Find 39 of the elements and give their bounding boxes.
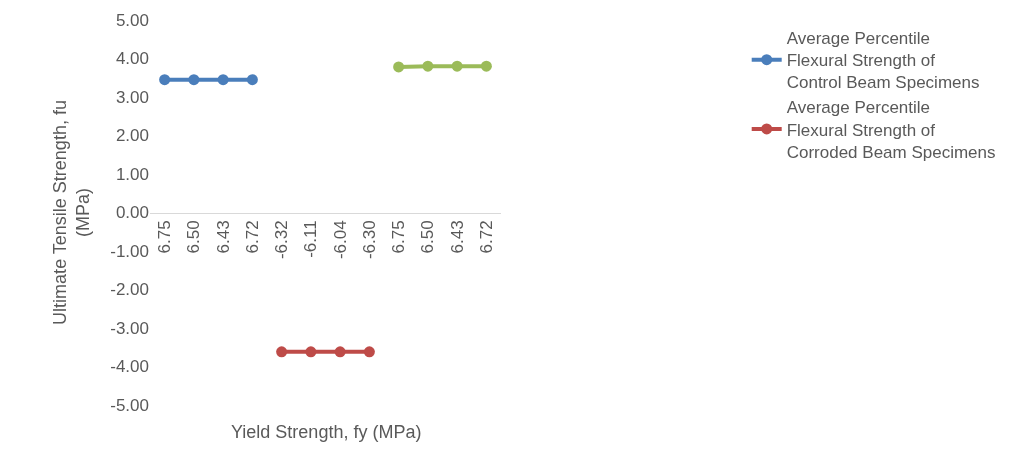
y-tick-label: -2.00 bbox=[110, 280, 149, 300]
x-tick-label: 6.75 bbox=[155, 220, 175, 254]
y-tick-label: 5.00 bbox=[115, 10, 149, 30]
point bbox=[159, 74, 171, 86]
point bbox=[305, 346, 317, 358]
point bbox=[451, 60, 463, 72]
point bbox=[422, 60, 434, 72]
point bbox=[276, 346, 288, 358]
x-tick-label: 6.43 bbox=[447, 220, 467, 254]
point bbox=[188, 74, 200, 86]
y-tick-label: -1.00 bbox=[110, 241, 149, 261]
legend-label: Average Percentile Flexural Strength of Control Beam Specimens bbox=[786, 29, 980, 93]
x-tick-label: 6.72 bbox=[242, 220, 262, 254]
y-tick-label: -5.00 bbox=[110, 395, 149, 415]
legend-label: Average Percentile Flexural Strength of Corroded Beam Specimens bbox=[786, 98, 996, 162]
x-axis-title: Yield Strength, fy (MPa) bbox=[231, 422, 422, 442]
y-tick-label: -4.00 bbox=[110, 357, 149, 377]
x-tick-label: -6.11 bbox=[301, 220, 321, 258]
x-tick-label: 6.43 bbox=[213, 220, 233, 254]
y-tick-label: -3.00 bbox=[110, 318, 149, 338]
point bbox=[246, 74, 258, 86]
y-axis-title: Ultimate Tensile Strength, fu (MPa) bbox=[50, 100, 94, 325]
y-tick-label: 0.00 bbox=[115, 203, 149, 223]
y-tick-label: 1.00 bbox=[115, 164, 149, 184]
x-tick-label: -6.30 bbox=[359, 220, 379, 260]
x-tick-label: 6.50 bbox=[418, 220, 438, 254]
x-tick-label: -6.32 bbox=[272, 220, 292, 260]
x-tick-label: 6.72 bbox=[476, 220, 496, 254]
y-tick-label: 3.00 bbox=[115, 87, 149, 107]
x-tick-label: 6.75 bbox=[389, 220, 409, 254]
point bbox=[480, 60, 492, 72]
point bbox=[393, 61, 405, 73]
y-tick-label: 2.00 bbox=[115, 126, 149, 146]
x-tick-label: 6.50 bbox=[184, 220, 204, 254]
point bbox=[334, 346, 346, 358]
point bbox=[217, 74, 229, 86]
point bbox=[363, 346, 375, 358]
y-tick-label: 4.00 bbox=[115, 49, 149, 69]
x-tick-label: -6.04 bbox=[330, 220, 350, 260]
